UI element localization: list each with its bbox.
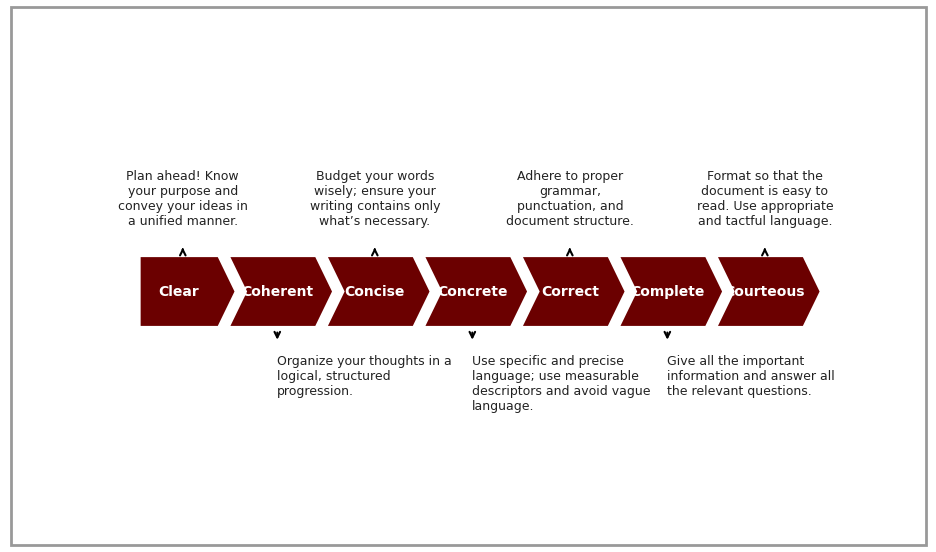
Polygon shape bbox=[227, 256, 333, 328]
Text: Complete: Complete bbox=[630, 284, 704, 299]
Polygon shape bbox=[617, 256, 724, 328]
Text: Adhere to proper
grammar,
punctuation, and
document structure.: Adhere to proper grammar, punctuation, a… bbox=[505, 170, 633, 228]
Text: Courteous: Courteous bbox=[724, 284, 804, 299]
Text: Use specific and precise
language; use measurable
descriptors and avoid vague
la: Use specific and precise language; use m… bbox=[472, 355, 651, 413]
Text: Concrete: Concrete bbox=[436, 284, 507, 299]
Text: Format so that the
document is easy to
read. Use appropriate
and tactful languag: Format so that the document is easy to r… bbox=[695, 170, 832, 228]
Text: Concise: Concise bbox=[344, 284, 404, 299]
Text: Coherent: Coherent bbox=[241, 284, 313, 299]
Polygon shape bbox=[519, 256, 626, 328]
Polygon shape bbox=[325, 256, 431, 328]
Polygon shape bbox=[139, 256, 236, 328]
Text: Correct: Correct bbox=[540, 284, 598, 299]
Text: Plan ahead! Know
your purpose and
convey your ideas in
a unified manner.: Plan ahead! Know your purpose and convey… bbox=[118, 170, 247, 228]
Text: Budget your words
wisely; ensure your
writing contains only
what’s necessary.: Budget your words wisely; ensure your wr… bbox=[309, 170, 440, 228]
Polygon shape bbox=[422, 256, 529, 328]
Polygon shape bbox=[714, 256, 821, 328]
Text: Clear: Clear bbox=[158, 284, 199, 299]
Text: Organize your thoughts in a
logical, structured
progression.: Organize your thoughts in a logical, str… bbox=[277, 355, 451, 398]
Text: Give all the important
information and answer all
the relevant questions.: Give all the important information and a… bbox=[666, 355, 834, 398]
